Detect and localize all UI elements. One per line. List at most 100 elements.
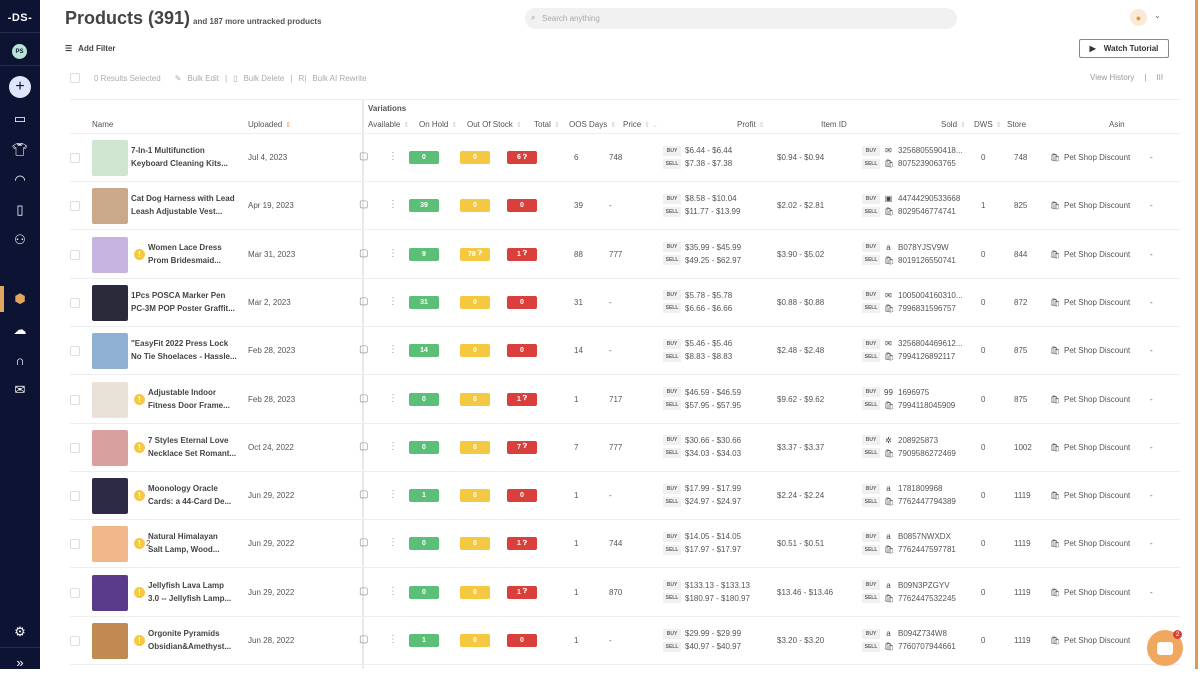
more-options-icon[interactable]: ⋮ bbox=[388, 295, 398, 307]
on-hold-badge[interactable]: 0 bbox=[460, 537, 490, 551]
product-name[interactable]: 7-In-1 Multifunction Keyboard Cleaning Ki… bbox=[131, 144, 228, 170]
note-icon[interactable]: ▢ bbox=[359, 489, 369, 501]
row-checkbox[interactable] bbox=[70, 539, 80, 550]
on-hold-badge[interactable]: 0 bbox=[460, 392, 490, 406]
product-thumbnail[interactable] bbox=[92, 429, 128, 466]
buy-item-id[interactable]: 1696975 bbox=[898, 387, 930, 397]
view-history-button[interactable]: View History bbox=[1090, 73, 1135, 82]
note-icon[interactable]: ▢ bbox=[359, 344, 369, 356]
warning-icon[interactable]: ! bbox=[134, 586, 145, 598]
watch-tutorial-button[interactable]: ▶ Watch Tutorial bbox=[1079, 39, 1169, 58]
table-row[interactable]: Cat Dog Harness with Lead Leash Adjustabl… bbox=[70, 182, 1180, 231]
products-icon[interactable]: ⬢ bbox=[14, 291, 26, 306]
sell-item-id[interactable]: 7994118045909 bbox=[898, 400, 956, 410]
more-options-icon[interactable]: ⋮ bbox=[388, 585, 398, 597]
note-icon[interactable]: ▢ bbox=[359, 537, 369, 549]
buy-item-id[interactable]: 3256804469612... bbox=[898, 339, 963, 349]
add-filter-button[interactable]: ☰ Add Filter bbox=[65, 44, 116, 53]
support-icon[interactable]: ∩ bbox=[15, 352, 25, 368]
note-icon[interactable]: ▢ bbox=[359, 585, 369, 597]
product-thumbnail[interactable] bbox=[92, 236, 128, 273]
columns-icon[interactable]: III bbox=[1156, 73, 1164, 82]
warning-icon[interactable]: ! bbox=[134, 635, 145, 646]
out-of-stock-badge[interactable]: 1 ❓︎ bbox=[507, 247, 537, 261]
more-options-icon[interactable]: ⋮ bbox=[388, 440, 398, 452]
on-hold-badge[interactable]: 78 ❓︎ bbox=[460, 247, 490, 261]
note-icon[interactable]: ▢ bbox=[359, 151, 369, 162]
on-hold-badge[interactable]: 0 bbox=[460, 489, 490, 503]
on-hold-badge[interactable]: 0 bbox=[460, 295, 490, 309]
note-icon[interactable]: ▢ bbox=[359, 247, 369, 259]
table-row[interactable]: 7-In-1 Multifunction Keyboard Cleaning Ki… bbox=[70, 134, 1180, 182]
sell-item-id[interactable]: 7994126892117 bbox=[898, 352, 956, 362]
on-hold-badge[interactable]: 0 bbox=[460, 440, 490, 454]
header-out-of-stock[interactable]: Out Of Stock ⇕ bbox=[467, 120, 522, 129]
out-of-stock-badge[interactable]: 0 bbox=[507, 489, 537, 503]
store-icon[interactable]: ▭ bbox=[13, 111, 27, 126]
out-of-stock-badge[interactable]: 0 bbox=[507, 344, 537, 358]
product-thumbnail[interactable] bbox=[92, 574, 128, 611]
table-row[interactable]: ! Moonology Oracle Cards: a 44-Card De...… bbox=[70, 472, 1180, 521]
gauge-icon[interactable]: ◠ bbox=[14, 172, 26, 187]
header-available[interactable]: Available ⇕ bbox=[368, 120, 409, 129]
row-checkbox[interactable] bbox=[70, 249, 80, 260]
out-of-stock-badge[interactable]: 0 bbox=[507, 199, 537, 213]
warning-icon[interactable]: ! bbox=[134, 490, 145, 502]
product-name[interactable]: Moonology Oracle Cards: a 44-Card De... bbox=[148, 482, 231, 508]
bulk-edit-button[interactable]: Bulk Edit bbox=[187, 73, 219, 83]
warning-icon[interactable]: ! bbox=[134, 393, 145, 405]
row-checkbox[interactable] bbox=[70, 153, 80, 163]
out-of-stock-badge[interactable]: 1 ❓︎ bbox=[507, 392, 537, 406]
sell-item-id[interactable]: 7762447532245 bbox=[898, 593, 956, 603]
sell-item-id[interactable]: 8019126550741 bbox=[898, 255, 956, 265]
workspace-avatar[interactable]: PS bbox=[12, 44, 27, 59]
table-row[interactable]: ! 7 Styles Eternal Love Necklace Set Roma… bbox=[70, 424, 1180, 472]
product-thumbnail[interactable] bbox=[92, 526, 128, 563]
table-row[interactable]: ! Orgonite Pyramids Obsidian&Amethyst... … bbox=[70, 617, 1180, 665]
settings-icon[interactable]: ⚙ bbox=[14, 624, 26, 639]
buy-item-id[interactable]: B09N3PZGYV bbox=[898, 580, 950, 590]
row-checkbox[interactable] bbox=[70, 636, 80, 646]
buy-item-id[interactable]: B078YJSV9W bbox=[898, 242, 949, 252]
table-row[interactable]: ! Women Lace Dress Prom Bridesmaid... Mar… bbox=[70, 231, 1180, 279]
row-checkbox[interactable] bbox=[70, 442, 80, 453]
product-thumbnail[interactable] bbox=[92, 381, 128, 418]
more-options-icon[interactable]: ⋮ bbox=[388, 247, 398, 259]
on-hold-badge[interactable]: 0 bbox=[460, 199, 490, 213]
table-row[interactable]: ! Jellyfish Lava Lamp 3.0 -- Jellyfish La… bbox=[70, 569, 1180, 617]
buy-item-id[interactable]: B094Z734W8 bbox=[898, 629, 947, 638]
product-thumbnail[interactable] bbox=[92, 140, 128, 176]
more-options-icon[interactable]: ⋮ bbox=[388, 151, 398, 162]
row-checkbox[interactable] bbox=[70, 491, 80, 502]
product-name[interactable]: 7 Styles Eternal Love Necklace Set Romant… bbox=[148, 434, 236, 460]
buy-item-id[interactable]: B0857NWXDX bbox=[898, 532, 951, 542]
sell-item-id[interactable]: 8075239063765 bbox=[898, 159, 956, 168]
row-checkbox[interactable] bbox=[70, 201, 80, 212]
search-input[interactable]: ⌕ Search anything bbox=[525, 8, 957, 29]
buy-item-id[interactable]: 208925873 bbox=[898, 435, 939, 445]
add-button[interactable]: + bbox=[9, 76, 31, 98]
buy-item-id[interactable]: 1781809968 bbox=[898, 484, 943, 494]
sell-item-id[interactable]: 7762447597781 bbox=[898, 545, 956, 555]
row-checkbox[interactable] bbox=[70, 394, 80, 405]
more-options-icon[interactable]: ⋮ bbox=[388, 489, 398, 501]
product-thumbnail[interactable] bbox=[92, 623, 128, 659]
product-thumbnail[interactable] bbox=[92, 333, 128, 370]
orders-icon[interactable]: ▯ bbox=[16, 202, 24, 217]
row-checkbox[interactable] bbox=[70, 297, 80, 308]
row-checkbox[interactable] bbox=[70, 587, 80, 598]
product-name[interactable]: Women Lace Dress Prom Bridesmaid... bbox=[148, 241, 222, 267]
product-thumbnail[interactable] bbox=[92, 478, 128, 515]
user-avatar[interactable]: ● bbox=[1130, 9, 1147, 26]
table-row[interactable]: ! 2 Natural Himalayan Salt Lamp, Wood... … bbox=[70, 520, 1180, 569]
product-name[interactable]: Natural Himalayan Salt Lamp, Wood... bbox=[148, 530, 219, 556]
expand-sidebar-icon[interactable]: » bbox=[16, 654, 24, 670]
more-options-icon[interactable]: ⋮ bbox=[388, 344, 398, 356]
out-of-stock-badge[interactable]: 7 ❓︎ bbox=[507, 440, 537, 454]
note-icon[interactable]: ▢ bbox=[359, 440, 369, 452]
note-icon[interactable]: ▢ bbox=[359, 392, 369, 404]
sell-item-id[interactable]: 7909586272469 bbox=[898, 448, 956, 458]
header-dws[interactable]: DWS ⇕ bbox=[974, 120, 1002, 129]
product-name[interactable]: Cat Dog Harness with Lead Leash Adjustabl… bbox=[131, 192, 235, 218]
more-options-icon[interactable]: ⋮ bbox=[388, 199, 398, 211]
